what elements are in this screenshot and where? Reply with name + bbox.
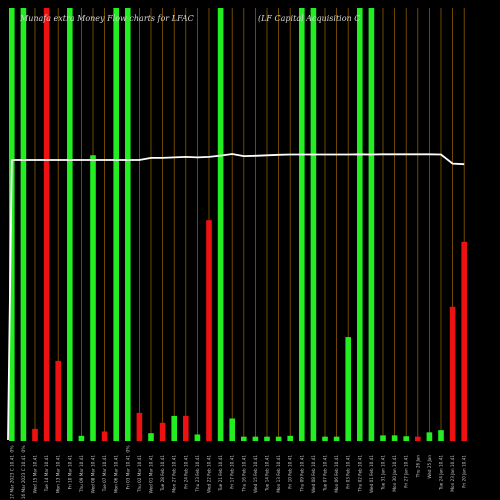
bar-down bbox=[183, 415, 189, 441]
x-tick-label: Thu 23 Feb 10.41 bbox=[195, 455, 200, 493]
x-tick-label: Wed 01 Feb 10.41 bbox=[369, 455, 374, 493]
bar-up bbox=[229, 418, 235, 441]
bar-up bbox=[438, 430, 444, 441]
bar-up bbox=[391, 435, 398, 441]
x-tick-label: Mon 06 Mar 10.41 bbox=[114, 455, 119, 493]
x-tick-label: Wed 08 Feb 10.41 bbox=[311, 455, 316, 493]
bar-up bbox=[241, 436, 247, 441]
bar-up bbox=[20, 8, 27, 441]
bar-down bbox=[32, 428, 38, 441]
x-tick-label: Wed 25 Jan bbox=[427, 455, 432, 479]
x-tick-label: Thu 26 Jan bbox=[415, 455, 420, 479]
bar-up bbox=[171, 415, 177, 441]
bar-up bbox=[125, 8, 131, 441]
x-tick-label: Fri 20 Jan 10.41 bbox=[462, 455, 467, 488]
bar-down bbox=[449, 306, 456, 441]
bar-down bbox=[43, 8, 50, 441]
percent-label: 0% bbox=[125, 445, 131, 453]
bar-down bbox=[206, 220, 212, 441]
chart-title-right: (LF Capital Acquisition C bbox=[258, 14, 360, 23]
x-tick-label: Tue 07 Feb 10.41 bbox=[323, 455, 328, 492]
chart-title-left: Munafa extra Money Flow charts for LFAC bbox=[19, 14, 194, 23]
bar-down bbox=[159, 422, 166, 441]
x-tick-label: Fri 27 Jan 10.41 bbox=[404, 455, 409, 488]
x-tick-label: Thu 09 Mar 10.41 bbox=[79, 455, 84, 493]
bar-up bbox=[322, 436, 328, 441]
bar-up bbox=[287, 435, 293, 441]
x-tick-label: Wed 01 Mar 10.41 bbox=[149, 455, 154, 494]
x-tick-label: Mon 27 Feb 10.41 bbox=[172, 455, 177, 493]
x-tick-label: Tue 21 Feb 10.41 bbox=[218, 455, 223, 492]
bar-up bbox=[368, 8, 375, 441]
x-tick-label: Tue 28 Feb 10.41 bbox=[160, 455, 165, 492]
bar-up bbox=[403, 436, 409, 441]
x-tick-label: Thu 02 Feb 10.41 bbox=[357, 455, 362, 493]
bar-up bbox=[380, 435, 386, 441]
bar-down bbox=[415, 436, 421, 441]
x-tick-label: Fri 03 Feb 10.41 bbox=[346, 455, 351, 489]
x-tick-label: Tue 14 Feb 10.41 bbox=[265, 455, 270, 492]
x-tick-label: Fri 10 Mar 10.41 bbox=[67, 455, 72, 490]
x-tick-label: Tue 14 Mar 10.41 bbox=[44, 455, 49, 493]
percent-label: 0% bbox=[9, 445, 15, 453]
bar-up bbox=[194, 434, 201, 441]
x-tick-label: Mon 06 Feb 10.41 bbox=[334, 455, 339, 493]
x-tick-label: Tue 31 Jan 10.41 bbox=[381, 455, 386, 491]
x-tick-label: Fri 10 Feb 10.41 bbox=[288, 455, 293, 489]
x-tick-label: Thu 16 Feb 10.41 bbox=[241, 455, 246, 493]
bar-up bbox=[345, 337, 351, 441]
x-tick-label: Tue 24 Jan 10.41 bbox=[439, 455, 444, 491]
bar-up bbox=[90, 155, 96, 441]
bar-up bbox=[264, 436, 270, 441]
bar-down bbox=[461, 241, 467, 441]
x-tick-label: Wed 08 Mar 10.41 bbox=[91, 455, 96, 494]
x-tick-label: Thu 02 Mar 10.41 bbox=[137, 455, 142, 493]
bar-up bbox=[357, 8, 363, 441]
x-axis-labels: Fri 17 Mar 2023 C 10.41 Thu 16 Mar 2023 C… bbox=[9, 455, 466, 500]
x-tick-label: Fri 24 Feb 10.41 bbox=[183, 455, 188, 489]
x-tick-label: Fri 17 Mar 2023 C 10.41 bbox=[9, 455, 14, 500]
bar-up bbox=[299, 8, 305, 441]
x-tick-label: Wed 15 Mar 10.41 bbox=[33, 455, 38, 494]
x-tick-label: Mon 13 Mar 10.41 bbox=[56, 455, 61, 493]
bar-up bbox=[148, 433, 154, 441]
bar-down bbox=[55, 360, 61, 441]
bar-up bbox=[426, 432, 433, 441]
percent-label: 0% bbox=[21, 445, 27, 453]
bar-up bbox=[113, 8, 119, 441]
x-tick-label: Mon 23 Jan 10.41 bbox=[450, 455, 455, 492]
bar-up bbox=[275, 436, 282, 441]
bar-up bbox=[67, 8, 73, 441]
x-tick-label: Tue 07 Mar 10.41 bbox=[102, 455, 107, 493]
x-tick-label: Thu 09 Feb 10.41 bbox=[299, 455, 304, 493]
bar-down bbox=[101, 431, 108, 441]
bar-up bbox=[333, 436, 340, 441]
bar-up bbox=[310, 8, 317, 441]
x-tick-label: Fri 17 Feb 10.41 bbox=[230, 455, 235, 489]
x-tick-label: Mon 30 Jan 10.41 bbox=[392, 455, 397, 492]
bar-up bbox=[217, 8, 224, 441]
x-tick-label: Wed 15 Feb 10.41 bbox=[253, 455, 258, 493]
percent-labels: 0% 0% 0% bbox=[9, 445, 131, 453]
money-flow-line bbox=[7, 153, 465, 441]
bar-down bbox=[136, 412, 143, 441]
bar-up bbox=[78, 435, 85, 441]
x-tick-label: Mon 13 Feb 10.41 bbox=[276, 455, 281, 493]
bar-up bbox=[252, 436, 259, 441]
x-tick-label: Fri 03 Mar 10.41 bbox=[125, 455, 130, 490]
x-tick-label: Thu 16 Mar 2023 C 10.41 bbox=[21, 455, 26, 500]
x-tick-label: Wed 22 Feb 10.41 bbox=[207, 455, 212, 493]
